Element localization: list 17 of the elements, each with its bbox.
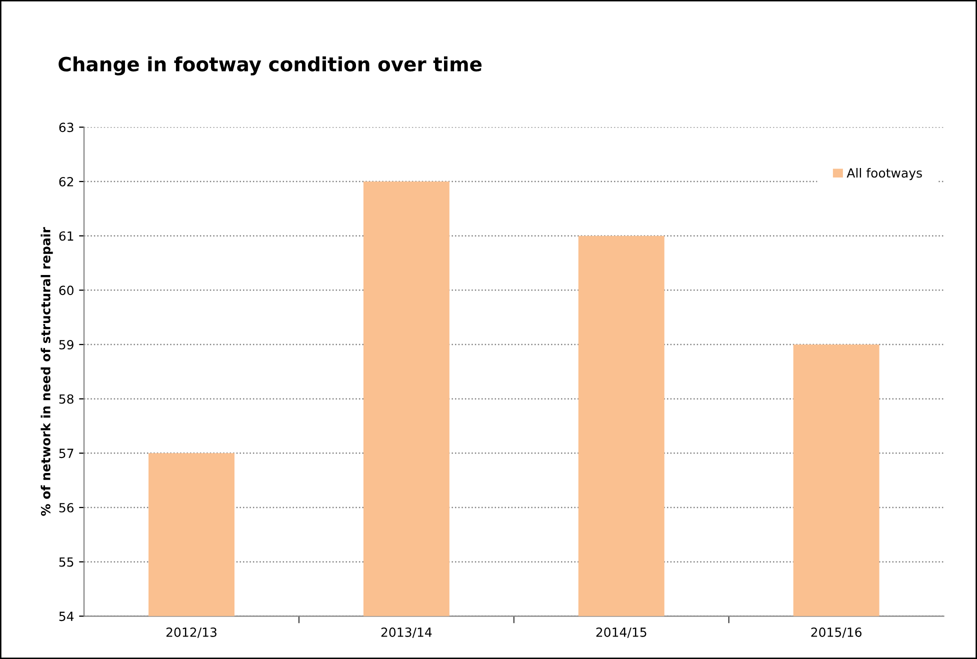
y-tick-label: 63 [59, 122, 74, 132]
y-tick-label: 57 [59, 448, 74, 458]
y-tick-label: 61 [59, 231, 74, 241]
y-tick-label: 62 [59, 176, 74, 186]
y-tick-label: 60 [59, 286, 74, 296]
x-tick-label: 2015/16 [811, 627, 862, 638]
legend-label: All footways [846, 168, 922, 180]
y-axis-title: % of network in need of structural repair [40, 227, 53, 516]
y-tick-label: 56 [59, 502, 74, 512]
y-tick-label: 55 [59, 557, 74, 567]
x-tick-label: 2013/14 [381, 627, 432, 638]
x-tick-label: 2014/15 [596, 627, 646, 638]
y-tick-label: 59 [59, 340, 74, 350]
y-tick-label: 58 [59, 394, 74, 404]
x-tick-label: 2012/13 [166, 627, 216, 638]
chart-title: Change in footway condition over time [58, 56, 482, 76]
y-tick-label: 54 [59, 612, 74, 622]
